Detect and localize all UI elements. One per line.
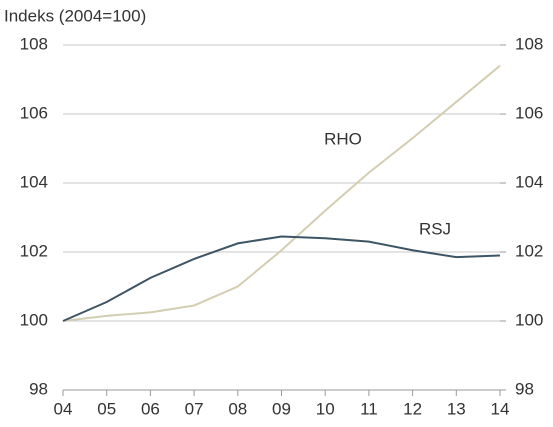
y-tick-label: 100 [20,310,48,329]
x-tick-label: 05 [97,399,116,418]
series-label: RHO [324,129,362,148]
y2-tick-label: 106 [515,103,543,122]
x-tick-label: 06 [141,399,160,418]
y2-tick-label: 108 [515,34,543,53]
x-tick-label: 04 [54,399,73,418]
series-line [62,64,501,322]
series-label: RSJ [419,219,451,238]
chart-title: Indeks (2004=100) [4,6,146,25]
y2-tick-label: 102 [515,241,543,260]
y-tick-label: 98 [29,379,48,398]
y2-tick-label: 104 [515,172,543,191]
y-tick-label: 108 [20,34,48,53]
x-tick-label: 10 [316,399,335,418]
x-tick-label: 11 [360,399,378,418]
x-tick-label: 08 [228,399,247,418]
y-tick-label: 104 [20,172,48,191]
x-tick-label: 13 [447,399,466,418]
y2-tick-label: 98 [515,379,534,398]
x-tick-label: 12 [403,399,422,418]
x-tick-label: 14 [491,399,510,418]
y2-tick-label: 100 [515,310,543,329]
y-tick-label: 102 [20,241,48,260]
x-tick-label: 07 [185,399,204,418]
y-tick-label: 106 [20,103,48,122]
x-tick-label: 09 [272,399,291,418]
series-line [62,235,501,322]
